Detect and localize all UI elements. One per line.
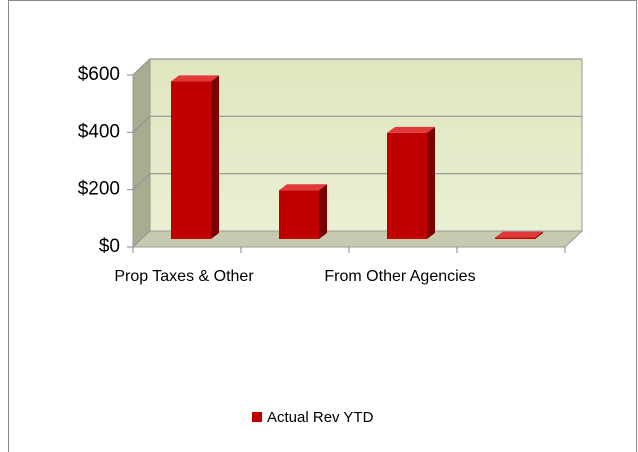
legend-label: Actual Rev YTD <box>267 409 374 426</box>
bar <box>279 184 327 239</box>
grid-line <box>132 115 151 133</box>
x-tick-label: Prop Taxes & Other <box>114 268 254 285</box>
bar-top <box>171 75 219 82</box>
legend-swatch <box>252 412 262 422</box>
grid-line <box>132 58 151 76</box>
bar-top <box>387 126 435 133</box>
bar-top <box>279 184 327 191</box>
bar <box>387 126 435 239</box>
bar <box>171 75 219 239</box>
bar-side <box>535 231 543 239</box>
floor <box>131 230 584 248</box>
grid-line <box>132 173 151 191</box>
x-tick-label: From Other Agencies <box>324 268 475 285</box>
y-tick-label: $600 <box>78 64 120 85</box>
y-tick-label: $200 <box>78 179 120 200</box>
bar-front <box>495 237 535 239</box>
y-tick-label: $400 <box>78 121 120 142</box>
bar-top <box>495 231 543 238</box>
bar <box>495 231 543 239</box>
bar-front <box>171 81 211 239</box>
bar-side <box>427 126 435 239</box>
bar-side <box>319 184 327 239</box>
side-wall <box>132 57 151 249</box>
y-tick-label: $0 <box>99 236 120 257</box>
bar-front <box>279 190 319 239</box>
bar-front <box>387 132 427 239</box>
bar-side <box>211 75 219 239</box>
